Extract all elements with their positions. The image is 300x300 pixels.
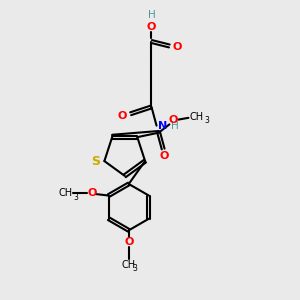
- Text: H: H: [148, 10, 155, 20]
- Text: N: N: [158, 121, 168, 131]
- Text: 3: 3: [133, 264, 138, 273]
- Text: O: O: [147, 22, 156, 32]
- Text: O: O: [168, 115, 178, 124]
- Text: O: O: [124, 237, 134, 247]
- Text: O: O: [160, 151, 169, 160]
- Text: O: O: [118, 111, 127, 121]
- Text: CH: CH: [190, 112, 204, 122]
- Text: H: H: [171, 121, 179, 131]
- Text: 3: 3: [74, 193, 78, 202]
- Text: S: S: [92, 155, 100, 168]
- Text: CH: CH: [122, 260, 136, 270]
- Text: CH: CH: [58, 188, 73, 198]
- Text: 3: 3: [205, 116, 210, 125]
- Text: O: O: [173, 43, 182, 52]
- Text: O: O: [88, 188, 97, 198]
